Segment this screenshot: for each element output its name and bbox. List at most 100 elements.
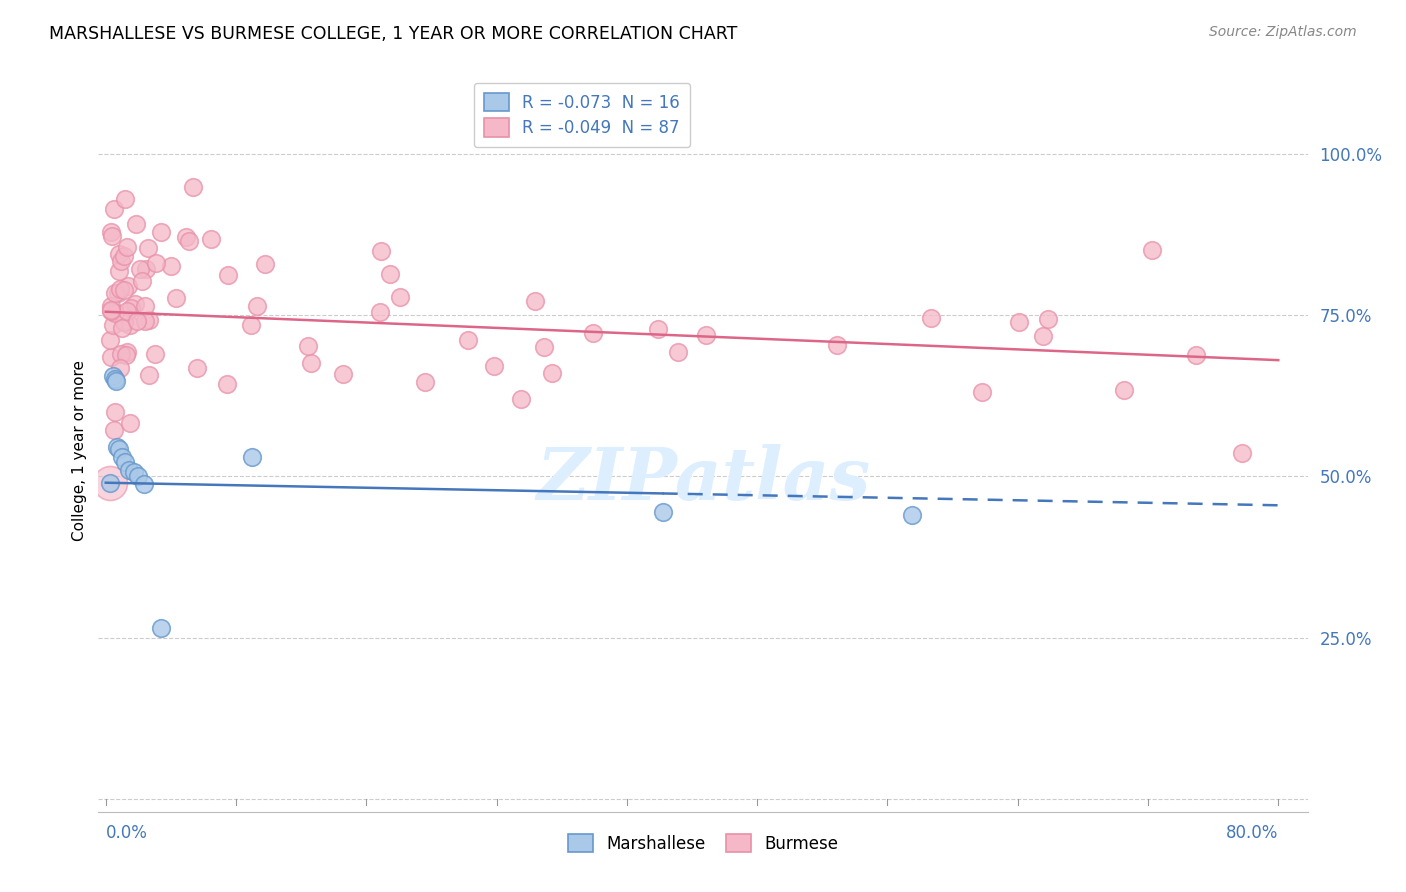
Point <box>108 263 131 277</box>
Point <box>111 321 134 335</box>
Point <box>217 268 239 282</box>
Point <box>378 267 401 281</box>
Text: 0.0%: 0.0% <box>105 824 148 842</box>
Point <box>370 244 392 258</box>
Point <box>215 377 238 392</box>
Point <box>368 304 391 318</box>
Point <box>143 347 166 361</box>
Legend: Marshallese, Burmese: Marshallese, Burmese <box>560 826 846 861</box>
Point <box>297 338 319 352</box>
Point <box>100 350 122 364</box>
Point <box>254 256 277 270</box>
Point <box>115 348 138 362</box>
Point <box>101 369 124 384</box>
Point <box>647 322 669 336</box>
Point <box>301 356 323 370</box>
Point <box>114 455 136 469</box>
Point <box>138 313 160 327</box>
Point <box>160 259 183 273</box>
Point <box>482 359 505 373</box>
Point <box>651 505 673 519</box>
Point <box>108 442 131 457</box>
Point <box>107 286 129 301</box>
Point <box>125 217 148 231</box>
Text: MARSHALLESE VS BURMESE COLLEGE, 1 YEAR OR MORE CORRELATION CHART: MARSHALLESE VS BURMESE COLLEGE, 1 YEAR O… <box>49 25 738 43</box>
Point <box>103 372 125 386</box>
Text: 80.0%: 80.0% <box>1226 824 1278 842</box>
Point <box>132 477 155 491</box>
Point <box>1114 383 1136 397</box>
Point <box>165 291 187 305</box>
Point <box>104 286 127 301</box>
Point <box>108 282 131 296</box>
Text: ZIPatlas: ZIPatlas <box>536 444 870 515</box>
Point <box>103 405 125 419</box>
Point <box>114 283 136 297</box>
Point <box>115 304 138 318</box>
Point <box>135 261 157 276</box>
Point <box>1185 348 1208 362</box>
Point <box>533 340 555 354</box>
Point <box>920 310 942 325</box>
Point <box>509 392 531 406</box>
Point <box>112 249 135 263</box>
Point <box>524 293 547 308</box>
Point <box>110 347 132 361</box>
Point <box>115 240 138 254</box>
Point <box>100 304 122 318</box>
Point <box>104 306 127 320</box>
Point <box>125 314 148 328</box>
Point <box>200 232 222 246</box>
Point <box>389 290 412 304</box>
Point <box>117 279 139 293</box>
Point <box>98 475 121 490</box>
Point <box>246 299 269 313</box>
Point <box>174 229 197 244</box>
Point <box>103 423 125 437</box>
Point <box>128 262 150 277</box>
Point <box>145 256 167 270</box>
Point <box>100 226 122 240</box>
Point <box>122 466 145 480</box>
Point <box>120 318 142 333</box>
Point <box>110 253 132 268</box>
Point <box>108 360 131 375</box>
Point <box>825 338 848 352</box>
Y-axis label: College, 1 year or more: College, 1 year or more <box>72 360 87 541</box>
Point <box>98 334 121 348</box>
Point <box>98 475 121 490</box>
Point <box>1232 446 1254 460</box>
Point <box>179 234 201 248</box>
Point <box>239 318 262 333</box>
Point <box>457 333 479 347</box>
Point <box>181 180 204 194</box>
Point <box>1032 329 1054 343</box>
Point <box>582 326 605 340</box>
Point <box>100 299 122 313</box>
Point <box>138 368 160 383</box>
Point <box>111 450 134 464</box>
Point <box>131 274 153 288</box>
Point <box>1008 315 1031 329</box>
Point <box>118 416 141 430</box>
Point <box>540 366 562 380</box>
Text: Source: ZipAtlas.com: Source: ZipAtlas.com <box>1209 25 1357 39</box>
Point <box>108 247 131 261</box>
Point <box>100 302 122 317</box>
Point <box>136 241 159 255</box>
Point <box>120 301 142 316</box>
Point <box>101 229 124 244</box>
Point <box>150 621 173 635</box>
Point <box>134 300 156 314</box>
Point <box>695 328 717 343</box>
Point <box>149 225 172 239</box>
Point <box>1036 312 1059 326</box>
Point <box>972 385 994 400</box>
Point <box>413 376 436 390</box>
Point <box>1142 244 1164 258</box>
Point <box>103 202 125 217</box>
Point <box>118 463 141 477</box>
Point <box>240 450 263 464</box>
Point <box>112 315 135 329</box>
Point <box>134 314 156 328</box>
